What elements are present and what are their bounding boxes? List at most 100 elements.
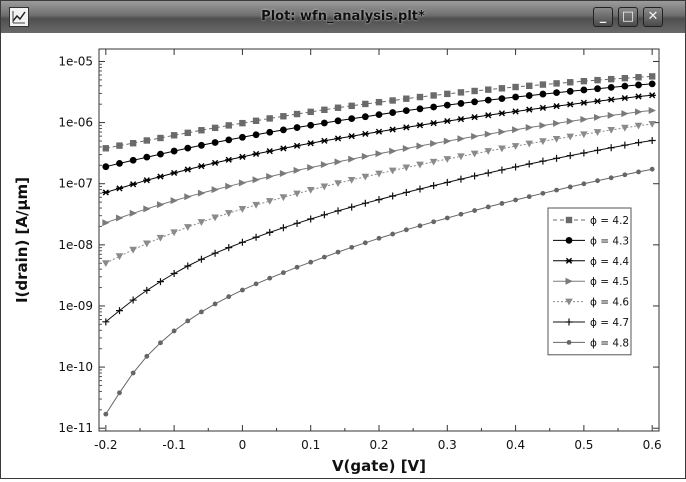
data-point [553,80,560,87]
x-tick-label: -0.2 [94,438,117,452]
data-point [525,140,534,148]
data-point [608,175,614,181]
data-point [457,175,465,183]
data-point [648,80,656,88]
data-point [225,244,233,252]
legend-marker [565,298,573,306]
data-point [184,262,192,270]
data-point [595,178,600,184]
y-tick-label: 1e-06 [58,116,93,130]
data-point [512,83,519,91]
x-tick-label: 0.4 [506,438,525,452]
data-point [567,184,573,190]
data-point [362,240,368,246]
data-point [225,156,233,163]
legend: ϕ = 4.2 ϕ = 4.3 ϕ = 4.4 ϕ = 4.5 ϕ = 4.6 ϕ = 4… [547,207,632,356]
series-0 [102,73,656,152]
data-point [238,153,247,160]
data-point [375,170,383,178]
data-point [129,246,137,254]
data-point [143,240,151,248]
data-point [293,110,301,118]
x-axis-label: V(gate) [V] [332,457,426,475]
data-point [226,294,232,300]
y-tick-label: 1e-05 [58,54,93,68]
data-point [129,181,137,188]
data-point [566,133,575,141]
data-point [443,178,451,186]
data-point [471,98,479,106]
y-tick-label: 1e-10 [58,360,93,374]
data-point [117,390,122,396]
legend-label: ϕ = 4.6 [590,297,629,309]
data-point [156,278,164,286]
data-point [443,117,451,125]
data-point [539,121,547,129]
data-point [348,133,356,140]
x-tick-label: 0.6 [643,438,662,452]
data-point [513,197,518,203]
legend-marker [565,277,573,285]
data-point [130,370,136,376]
data-point [308,259,314,265]
data-point [348,102,355,110]
data-point [184,144,192,152]
data-point [185,318,191,324]
data-point [553,119,561,127]
data-point [402,164,411,172]
data-point [197,189,206,197]
legend-label: ϕ = 4.2 [590,215,629,227]
data-point [472,208,478,213]
data-point [321,106,328,113]
data-point [607,144,615,152]
data-point [607,126,615,134]
data-point [566,152,574,160]
data-point [239,119,246,127]
data-point [430,92,437,99]
data-point [471,114,479,121]
data-point [334,180,342,187]
series-line [105,75,653,149]
data-point [621,94,629,102]
data-point [526,194,532,200]
legend-label: ϕ = 4.8 [590,337,629,349]
data-point [280,270,286,276]
data-point [444,215,450,221]
data-point [484,112,492,119]
data-point [498,110,506,117]
series-1 [102,80,656,171]
data-point [417,223,423,229]
data-point [224,210,233,217]
data-point [320,211,328,219]
data-point [320,119,328,127]
data-point [306,186,315,194]
legend-marker [565,257,573,264]
data-point [279,145,287,152]
data-point [293,166,301,174]
data-point [525,92,533,99]
data-point [361,130,369,138]
data-point [648,106,656,114]
maximize-button[interactable]: □ [618,7,638,27]
y-axis-label: I(drain) [A/µm] [13,177,31,303]
data-point [525,160,533,168]
data-point [307,108,314,116]
close-button[interactable]: ✕ [643,7,663,27]
data-point [129,156,137,164]
title-bar[interactable]: Plot: wfn_analysis.plt* _ □ ✕ [1,1,685,33]
data-point [320,161,329,169]
data-point [279,224,287,232]
data-point [593,98,602,105]
data-point [402,188,410,196]
data-point [430,120,438,127]
data-point [402,107,410,115]
data-point [115,253,124,261]
data-point [621,110,629,118]
minimize-button[interactable]: _ [593,7,613,27]
x-tick-label: -0.1 [162,438,185,452]
data-point [279,169,288,177]
data-point [389,97,396,104]
y-tick-label: 1e-08 [58,238,93,252]
data-point [143,137,151,144]
data-point [552,135,561,143]
